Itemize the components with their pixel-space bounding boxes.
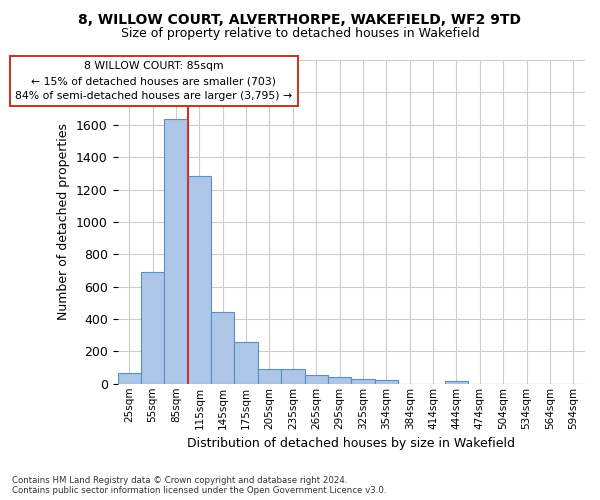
Y-axis label: Number of detached properties: Number of detached properties (58, 124, 70, 320)
Bar (328, 378, 351, 384)
Bar (188, 176, 211, 384)
Bar (351, 379, 374, 384)
Bar (235, 342, 258, 384)
Bar (211, 312, 235, 384)
Bar (164, 119, 188, 384)
Text: Contains HM Land Registry data © Crown copyright and database right 2024.
Contai: Contains HM Land Registry data © Crown c… (12, 476, 386, 495)
Bar (281, 369, 305, 384)
Bar (305, 375, 328, 384)
Bar (374, 380, 398, 384)
Bar (141, 272, 164, 384)
X-axis label: Distribution of detached houses by size in Wakefield: Distribution of detached houses by size … (187, 437, 515, 450)
Bar (258, 369, 281, 384)
Text: 8, WILLOW COURT, ALVERTHORPE, WAKEFIELD, WF2 9TD: 8, WILLOW COURT, ALVERTHORPE, WAKEFIELD,… (79, 12, 521, 26)
Text: 8 WILLOW COURT: 85sqm
← 15% of detached houses are smaller (703)
84% of semi-det: 8 WILLOW COURT: 85sqm ← 15% of detached … (15, 61, 292, 101)
Text: Size of property relative to detached houses in Wakefield: Size of property relative to detached ho… (121, 28, 479, 40)
Bar (118, 373, 141, 384)
Bar (445, 380, 468, 384)
